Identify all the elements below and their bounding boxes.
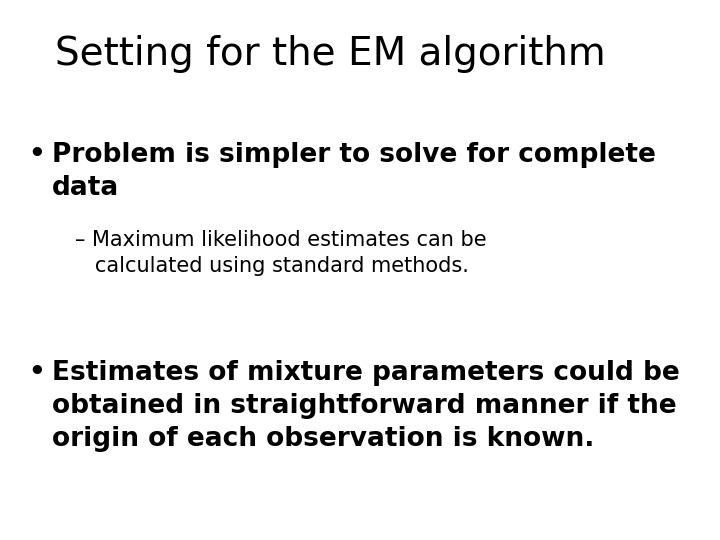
Text: Problem is simpler to solve for complete
data: Problem is simpler to solve for complete… bbox=[52, 142, 656, 201]
Text: •: • bbox=[28, 142, 45, 168]
Text: – Maximum likelihood estimates can be
   calculated using standard methods.: – Maximum likelihood estimates can be ca… bbox=[75, 230, 487, 276]
Text: •: • bbox=[28, 360, 45, 386]
Text: Setting for the EM algorithm: Setting for the EM algorithm bbox=[55, 35, 606, 73]
Text: Estimates of mixture parameters could be
obtained in straightforward manner if t: Estimates of mixture parameters could be… bbox=[52, 360, 680, 452]
